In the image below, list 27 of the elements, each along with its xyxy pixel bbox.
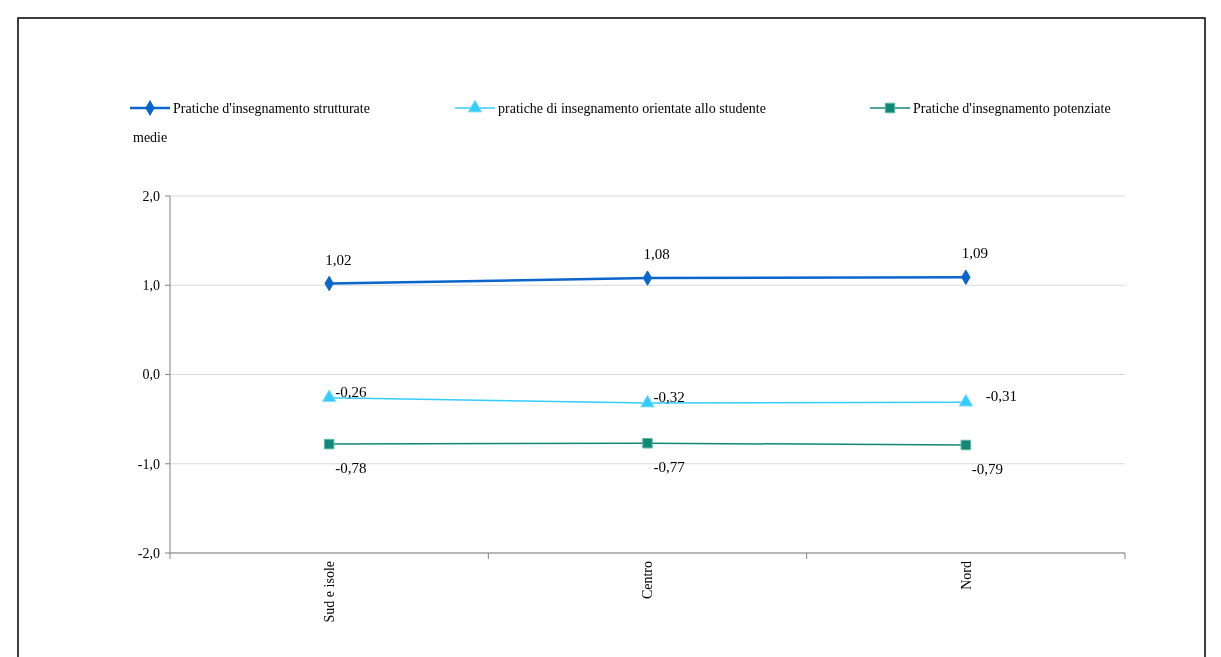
legend-label: pratiche di insegnamento orientate allo studente <box>498 100 766 116</box>
y-tick-label: 2,0 <box>142 188 160 204</box>
y-tick-label: 1,0 <box>142 278 160 294</box>
data-label: -0,79 <box>971 461 1004 478</box>
data-label: 1,08 <box>643 246 670 263</box>
data-label: 1,02 <box>325 251 352 268</box>
point <box>960 439 972 451</box>
data-label: 1,09 <box>961 245 989 262</box>
point <box>323 438 335 450</box>
data-label: -0,32 <box>653 389 685 406</box>
y-tick-label: 0,0 <box>142 367 160 383</box>
data-label: -0,77 <box>653 459 686 476</box>
point <box>321 389 337 403</box>
legend-label: Pratiche d'insegnamento potenziate <box>913 100 1111 116</box>
y-tick-label: -2,0 <box>137 545 160 561</box>
data-label: -0,31 <box>985 388 1018 405</box>
point <box>640 394 655 408</box>
y-tick-label: -1,0 <box>137 456 160 472</box>
data-label: -0,26 <box>335 383 367 400</box>
point <box>958 393 974 407</box>
x-tick-label: Nord <box>958 561 974 590</box>
legend-label: Pratiche d'insegnamento strutturate <box>173 100 370 116</box>
y-axis-title: medie <box>133 130 168 145</box>
x-tick-label: Sud e isole <box>322 561 338 623</box>
point <box>642 437 653 449</box>
x-tick-label: Centro <box>640 561 656 600</box>
data-label: -0,78 <box>335 460 367 477</box>
